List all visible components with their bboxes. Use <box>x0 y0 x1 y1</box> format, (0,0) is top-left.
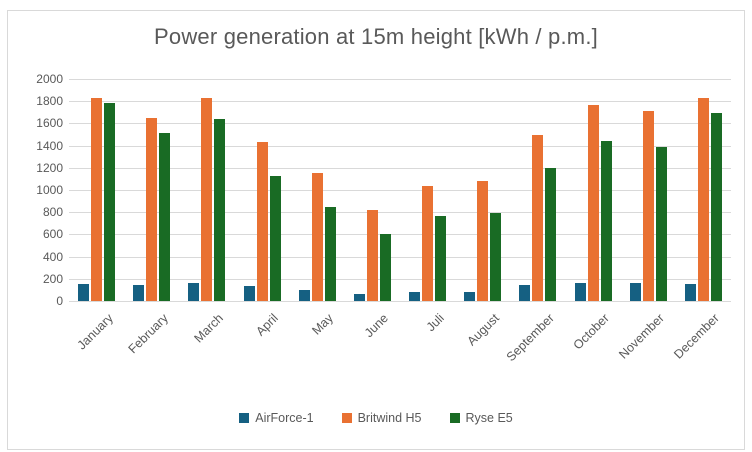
bar-airforce-1-december <box>684 284 696 301</box>
bar-airforce-1-november <box>629 283 641 301</box>
bar-britwind-h5-june <box>366 209 378 301</box>
bar-ryse-e5-february <box>159 133 171 301</box>
y-axis-tick-label: 600 <box>42 227 63 242</box>
chart-frame: Power generation at 15m height [kWh / p.… <box>7 10 745 450</box>
bar-ryse-e5-december <box>710 113 722 301</box>
bar-britwind-h5-may <box>311 173 323 301</box>
legend-label: Ryse E5 <box>465 411 513 425</box>
bar-britwind-h5-juli <box>422 185 434 301</box>
bar-ryse-e5-august <box>490 213 502 301</box>
bar-britwind-h5-february <box>146 117 158 301</box>
legend-item-ryse-e5: Ryse E5 <box>449 411 513 425</box>
bar-airforce-1-march <box>188 283 200 301</box>
bar-airforce-1-april <box>243 286 255 301</box>
bar-britwind-h5-november <box>642 111 654 301</box>
x-axis-category-label: June <box>362 311 392 341</box>
legend-swatch-icon <box>449 413 460 423</box>
gridline <box>69 190 731 191</box>
bar-ryse-e5-juli <box>435 215 447 301</box>
legend-label: Britwind H5 <box>357 411 422 425</box>
gridline <box>69 301 731 302</box>
gridline <box>69 278 731 280</box>
x-axis-category-label: May <box>309 311 337 338</box>
x-axis-category-label: February <box>125 311 171 357</box>
y-axis-tick-label: 1800 <box>36 94 63 109</box>
y-axis-tick-label: 1000 <box>36 183 63 197</box>
bar-ryse-e5-april <box>269 175 281 301</box>
bar-ryse-e5-may <box>324 206 336 301</box>
bar-airforce-1-january <box>78 283 90 301</box>
gridline <box>69 101 731 103</box>
y-axis-tick-label: 1600 <box>36 116 63 131</box>
bar-britwind-h5-march <box>201 97 213 301</box>
gridline <box>69 79 731 80</box>
x-axis-category-label: November <box>616 311 668 362</box>
chart-title: Power generation at 15m height [kWh / p.… <box>154 24 598 49</box>
bar-britwind-h5-september <box>532 134 544 301</box>
legend-swatch-icon <box>341 413 352 423</box>
legend-item-airforce-1: AirForce-1 <box>239 411 314 425</box>
bar-ryse-e5-march <box>214 118 226 301</box>
bar-britwind-h5-december <box>697 97 709 301</box>
bar-ryse-e5-september <box>545 167 557 301</box>
bar-airforce-1-february <box>133 285 145 301</box>
bar-ryse-e5-january <box>104 103 116 301</box>
y-axis-tick-label: 1400 <box>36 138 63 153</box>
bar-britwind-h5-january <box>91 97 103 301</box>
legend-item-britwind-h5: Britwind H5 <box>341 411 422 425</box>
bar-airforce-1-juli <box>409 292 421 301</box>
gridline <box>69 145 731 147</box>
gridline <box>69 123 731 125</box>
y-axis-tick-label: 1200 <box>36 160 63 175</box>
y-axis-tick-label: 400 <box>42 249 63 264</box>
x-axis-category-label: Juli <box>423 311 447 335</box>
x-axis-category-label: December <box>671 311 723 362</box>
bar-airforce-1-september <box>519 284 531 301</box>
bar-airforce-1-august <box>464 291 476 301</box>
x-axis-category-label: March <box>191 311 226 346</box>
chart-legend: AirForce-1 Britwind H5 Ryse E5 <box>8 411 744 425</box>
y-axis-tick-label: 200 <box>42 271 63 286</box>
bar-ryse-e5-october <box>600 141 612 301</box>
bar-britwind-h5-august <box>477 181 489 301</box>
x-axis-category-label: September <box>503 311 557 365</box>
bar-britwind-h5-october <box>587 104 599 301</box>
plot-area <box>69 79 731 302</box>
x-axis-category-label: April <box>253 311 281 339</box>
y-axis-tick-label: 2000 <box>36 72 63 86</box>
gridline <box>69 212 731 214</box>
legend-swatch-icon <box>239 413 250 423</box>
legend-label: AirForce-1 <box>255 411 314 425</box>
y-axis-tick-label: 800 <box>42 205 63 220</box>
bar-airforce-1-october <box>574 283 586 301</box>
gridline <box>69 234 731 236</box>
gridline <box>69 167 731 169</box>
y-axis-tick-label: 0 <box>56 294 63 308</box>
x-axis-category-label: January <box>74 311 116 353</box>
x-axis-category-label: August <box>464 311 502 349</box>
bar-ryse-e5-november <box>655 146 667 301</box>
bar-ryse-e5-june <box>379 234 391 301</box>
bar-airforce-1-may <box>298 290 310 301</box>
gridline <box>69 256 731 258</box>
bar-britwind-h5-april <box>256 142 268 301</box>
x-axis-category-label: October <box>570 311 612 353</box>
bar-airforce-1-june <box>353 294 365 301</box>
